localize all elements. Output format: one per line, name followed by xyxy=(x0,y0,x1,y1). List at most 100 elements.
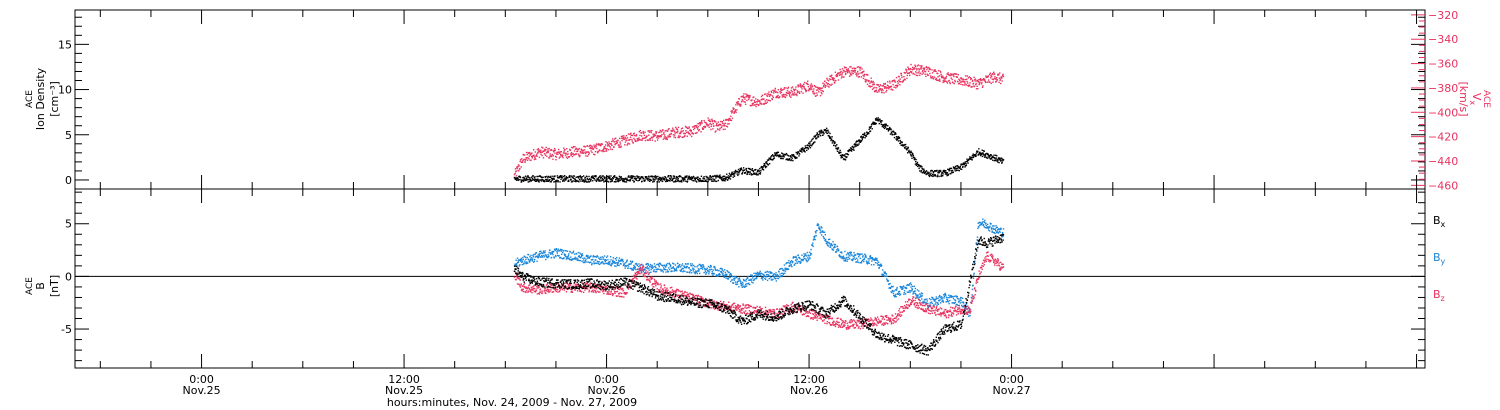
vx-point xyxy=(961,78,963,80)
density-point xyxy=(751,169,753,172)
by-point xyxy=(787,268,790,270)
by-point xyxy=(794,262,796,265)
density-point xyxy=(690,178,692,180)
by-point xyxy=(648,269,650,271)
density-point xyxy=(893,136,896,139)
density-point xyxy=(883,123,885,126)
by-point xyxy=(797,260,800,263)
density-point xyxy=(713,179,716,181)
density-point xyxy=(789,155,792,157)
vx-point xyxy=(998,74,1000,76)
vx-point xyxy=(852,72,854,75)
by-point xyxy=(885,273,888,275)
bz-point xyxy=(663,293,665,295)
vx-point xyxy=(772,96,775,99)
vx-point xyxy=(593,144,595,146)
vx-point xyxy=(904,79,906,81)
by-point xyxy=(763,275,766,277)
vx-point xyxy=(632,142,634,144)
vx-point xyxy=(635,135,637,137)
density-point xyxy=(928,172,930,174)
by-point xyxy=(823,237,825,240)
density-point xyxy=(853,149,855,151)
density-point xyxy=(960,164,962,166)
density-point xyxy=(568,180,570,182)
density-point xyxy=(977,150,979,153)
vx-point xyxy=(908,74,911,77)
density-point xyxy=(817,136,820,138)
vx-point xyxy=(618,146,620,149)
density-point xyxy=(824,129,827,131)
bz-point xyxy=(569,284,571,287)
by-point xyxy=(680,268,683,271)
density-point xyxy=(708,178,711,181)
vx-point xyxy=(916,69,918,71)
by-point xyxy=(881,274,884,277)
density-point xyxy=(812,142,815,144)
bz-point xyxy=(605,287,607,289)
density-point xyxy=(938,175,940,178)
vx-point xyxy=(531,152,533,154)
top-ylabel-right: ACE Vx [km/s] xyxy=(1457,81,1491,116)
density-point xyxy=(850,150,853,152)
by-point xyxy=(899,285,901,288)
vx-point xyxy=(802,83,805,85)
vx-point xyxy=(828,78,831,80)
vx-point xyxy=(980,83,983,85)
density-point xyxy=(861,138,864,140)
by-point xyxy=(927,306,930,308)
vx-point xyxy=(568,155,571,158)
vx-point xyxy=(792,88,795,90)
bz-point xyxy=(583,283,585,286)
by-point xyxy=(909,290,912,292)
by-point xyxy=(974,262,976,265)
vx-point xyxy=(967,77,970,79)
density-point xyxy=(629,180,631,182)
vx-point xyxy=(548,157,551,159)
by-point xyxy=(616,263,619,266)
top-ytick-label: 5 xyxy=(65,129,72,142)
density-point xyxy=(540,180,543,182)
by-point xyxy=(673,270,675,272)
density-point xyxy=(671,179,674,182)
by-point xyxy=(790,264,792,267)
by-point xyxy=(820,234,823,236)
density-point xyxy=(632,179,634,182)
bz-point xyxy=(634,272,636,274)
vx-point xyxy=(807,85,810,88)
bz-point xyxy=(599,285,601,287)
by-point xyxy=(980,223,983,226)
bz-point xyxy=(669,291,671,293)
density-point xyxy=(904,147,906,149)
vx-point xyxy=(920,68,922,70)
vx-point xyxy=(943,78,945,80)
by-point xyxy=(599,256,602,259)
vx-point xyxy=(879,88,882,90)
by-point xyxy=(702,266,704,268)
by-point xyxy=(983,225,985,228)
vx-point xyxy=(734,110,736,112)
vx-point xyxy=(830,76,833,78)
by-point xyxy=(705,272,708,274)
density-point xyxy=(943,171,945,173)
by-point xyxy=(839,251,842,254)
by-point xyxy=(572,258,574,260)
vx-point xyxy=(924,71,927,73)
density-point xyxy=(649,178,652,181)
by-point xyxy=(650,267,653,269)
bz-point xyxy=(531,286,534,288)
vx-point xyxy=(733,107,735,110)
vx-point xyxy=(566,147,568,150)
vx-point xyxy=(832,79,835,82)
by-point xyxy=(566,250,569,252)
density-point xyxy=(808,144,810,147)
density-point xyxy=(852,147,855,149)
by-point xyxy=(935,301,937,303)
density-point xyxy=(916,161,919,164)
by-point xyxy=(658,264,660,267)
bz-point xyxy=(639,266,642,269)
by-point xyxy=(658,265,660,268)
by-point xyxy=(967,310,970,312)
vx-point xyxy=(765,102,767,104)
by-point xyxy=(826,244,829,246)
